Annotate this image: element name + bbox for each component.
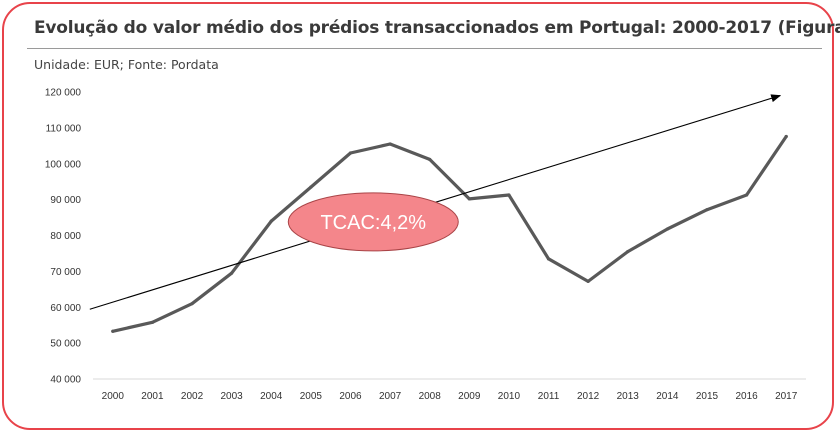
data-point xyxy=(388,142,392,146)
x-tick-label: 2001 xyxy=(141,391,164,402)
data-point xyxy=(546,257,551,261)
y-tick-label: 120 000 xyxy=(45,88,82,99)
x-tick-label: 2003 xyxy=(221,391,244,402)
data-point xyxy=(507,193,511,197)
y-tick-label: 90 000 xyxy=(50,195,81,206)
chart-source-note: Unidade: EUR; Fonte: Pordata xyxy=(34,57,219,72)
data-point xyxy=(309,185,313,189)
cagr-label: TCAC:4,2% xyxy=(320,212,426,234)
x-tick-label: 2011 xyxy=(538,391,560,402)
y-axis: 40 000 50 000 60 000 70 000 80 000 90 000 100 … xyxy=(45,88,82,386)
data-point xyxy=(111,329,115,333)
y-tick-label: 100 000 xyxy=(45,159,82,170)
x-tick-label: 2006 xyxy=(339,391,362,402)
x-tick-label: 2014 xyxy=(656,391,679,402)
x-tick-label: 2008 xyxy=(419,391,442,402)
annotations-layer: TCAC:4,2% xyxy=(89,94,782,310)
x-tick-label: 2005 xyxy=(300,391,323,402)
y-tick-label: 60 000 xyxy=(50,303,81,314)
series-layer xyxy=(111,134,788,333)
title-divider xyxy=(27,48,822,49)
data-point xyxy=(428,157,432,162)
x-tick-label: 2000 xyxy=(102,391,125,402)
data-point xyxy=(665,227,669,231)
x-tick-label: 2007 xyxy=(379,391,402,402)
x-tick-label: 2004 xyxy=(260,391,283,402)
x-tick-label: 2016 xyxy=(735,391,758,402)
y-tick-label: 50 000 xyxy=(50,339,81,350)
x-axis: 2000 2001 2002 2003 2004 2005 2006 2007 2008 2009… xyxy=(93,378,806,402)
x-tick-label: 2002 xyxy=(181,391,204,402)
data-point xyxy=(467,197,471,201)
y-tick-label: 40 000 xyxy=(50,375,81,386)
x-tick-label: 2009 xyxy=(458,391,481,402)
x-tick-label: 2013 xyxy=(617,391,640,402)
x-tick-label: 2010 xyxy=(498,391,521,402)
data-point xyxy=(705,208,709,212)
y-tick-label: 80 000 xyxy=(50,231,81,242)
cagr-bubble xyxy=(287,192,459,252)
data-point xyxy=(348,151,353,155)
data-point xyxy=(586,279,590,284)
data-point xyxy=(230,271,234,275)
y-tick-label: 70 000 xyxy=(50,267,81,278)
data-point xyxy=(269,219,273,223)
chart-title: Evolução do valor médio dos prédios tran… xyxy=(34,18,840,38)
data-point xyxy=(626,250,630,254)
data-point xyxy=(190,302,194,306)
series-line xyxy=(111,134,788,333)
data-point xyxy=(150,320,155,324)
x-tick-label: 2015 xyxy=(696,391,719,402)
data-point xyxy=(784,134,788,139)
data-point xyxy=(744,193,749,197)
x-tick-label: 2017 xyxy=(775,391,798,402)
x-tick-label: 2012 xyxy=(577,391,600,402)
y-tick-label: 110 000 xyxy=(46,123,82,134)
